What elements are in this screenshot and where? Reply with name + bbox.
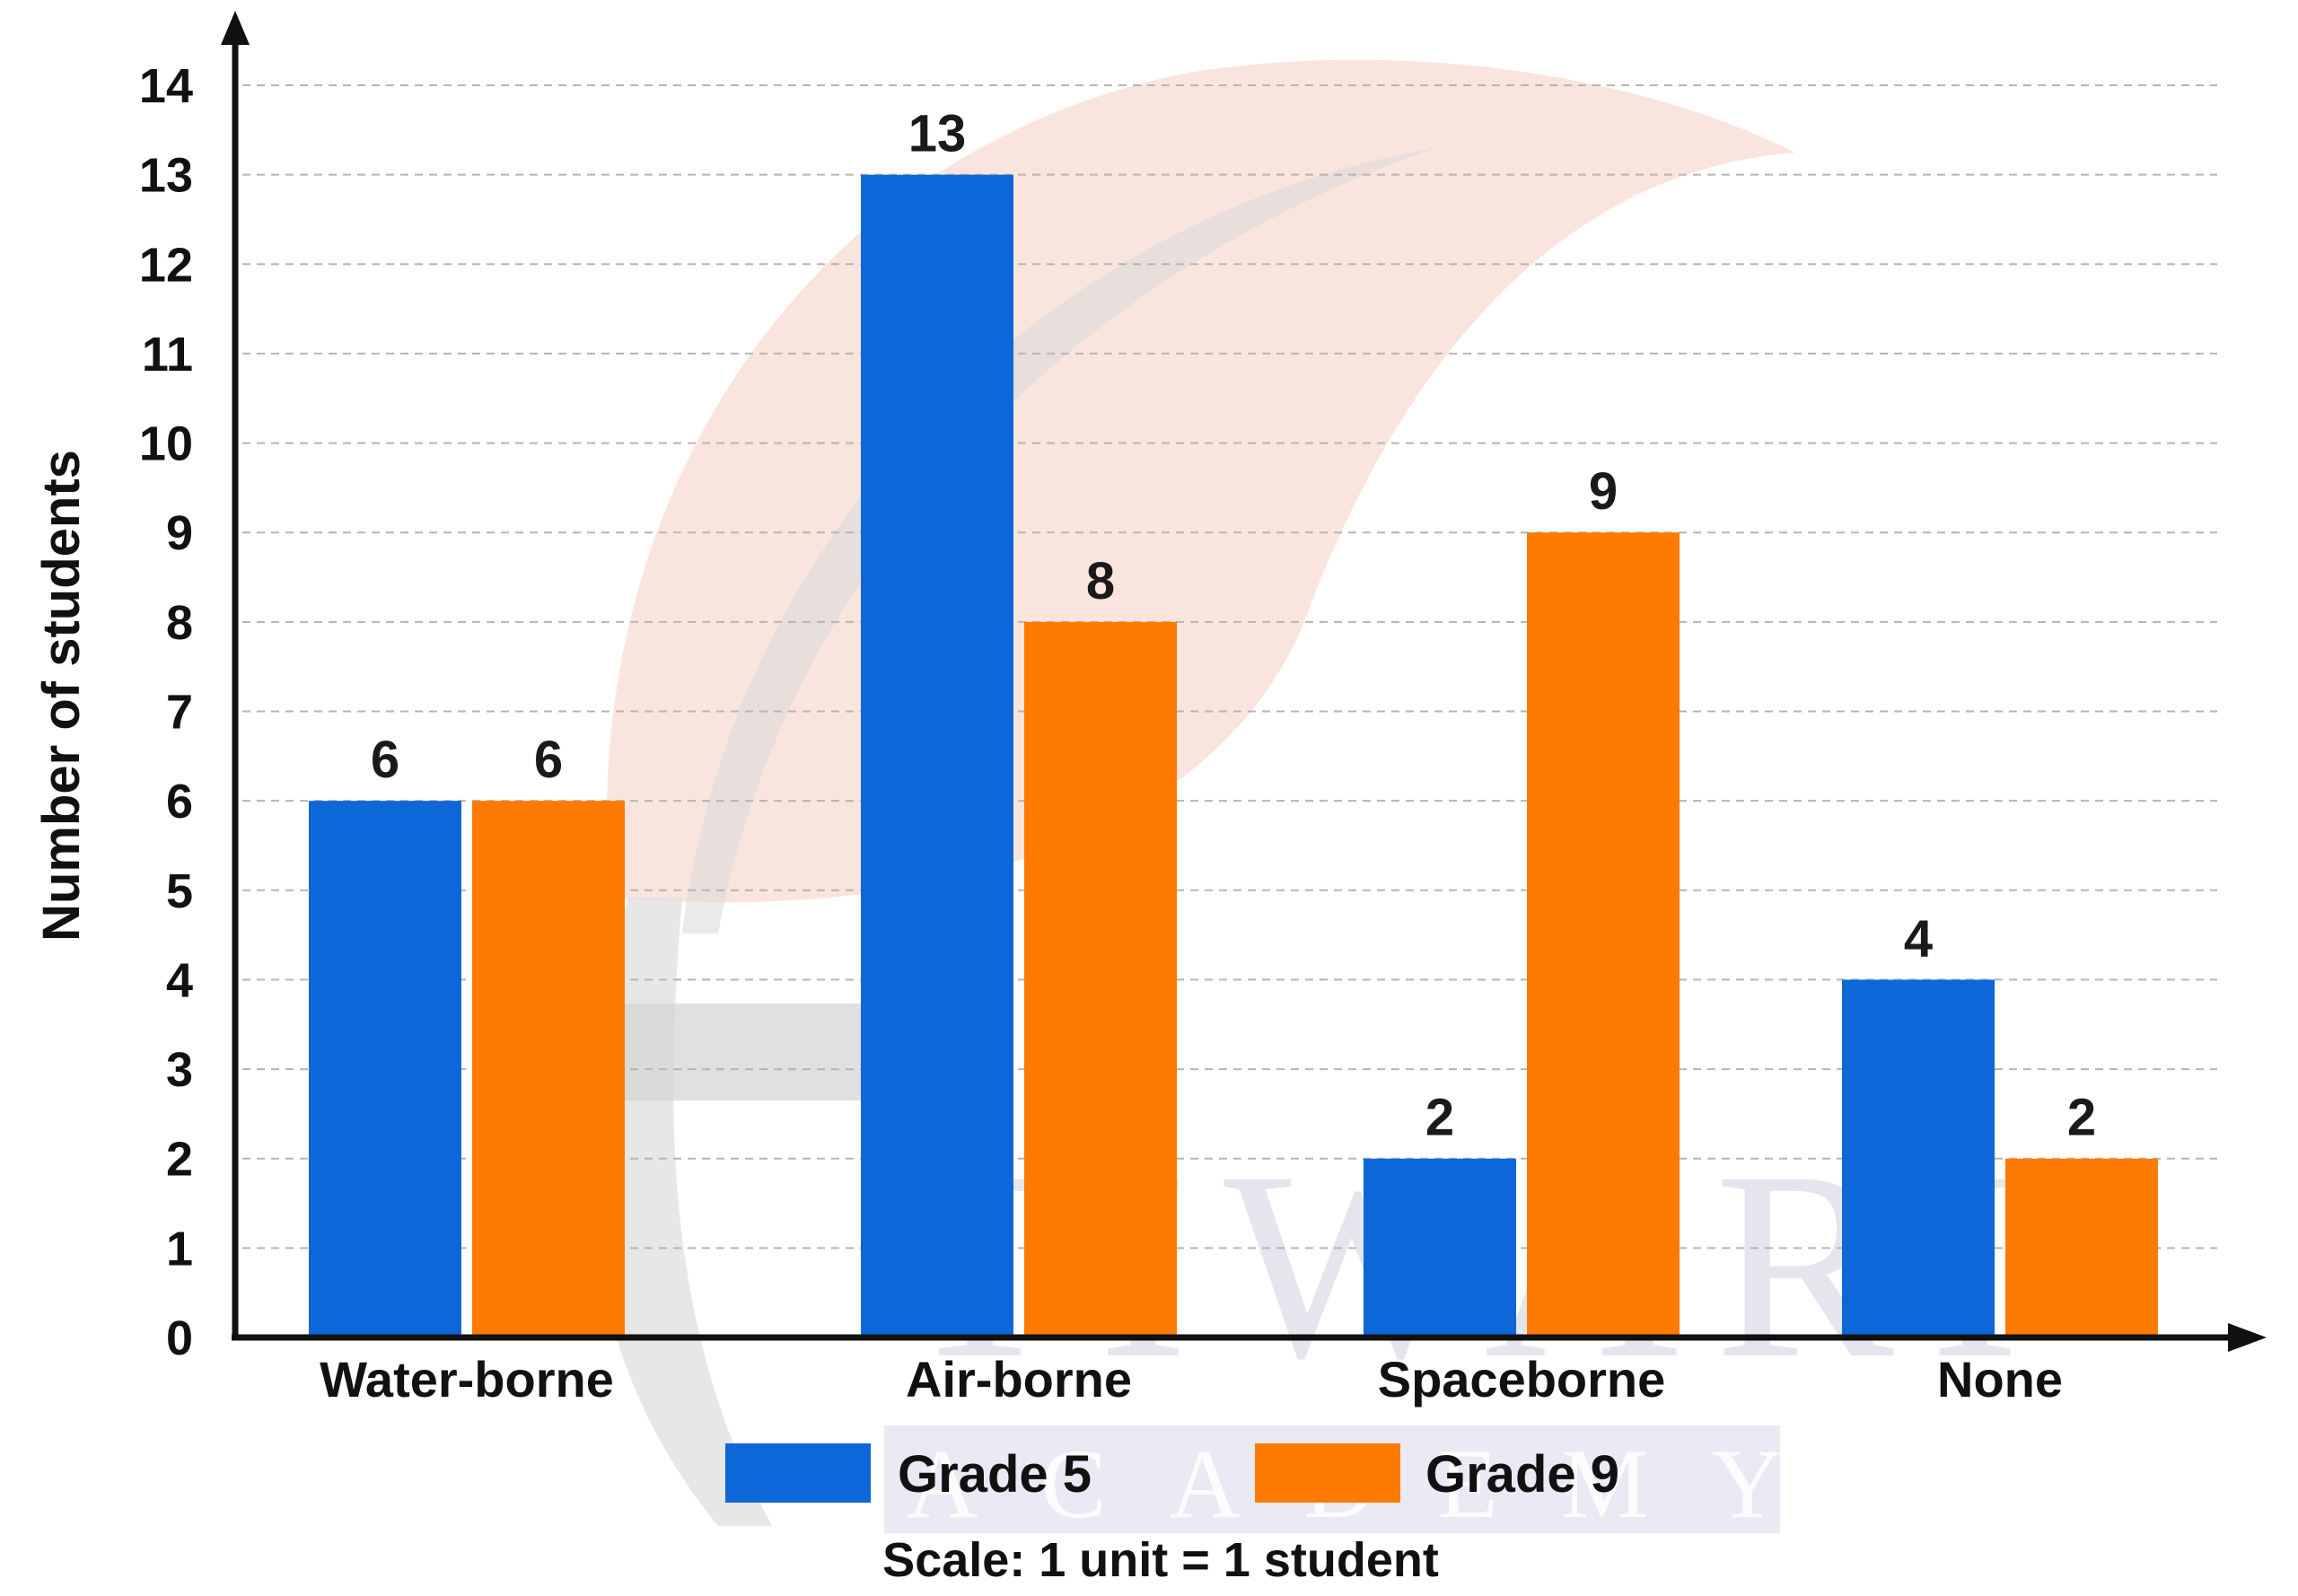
x-axis-arrowhead bbox=[2228, 1323, 2267, 1352]
bar-air-borne-series-1 bbox=[861, 174, 1013, 1335]
bar-air-borne-series-2 bbox=[1024, 621, 1177, 1335]
data-label: 4 bbox=[1904, 909, 1933, 968]
axes bbox=[221, 11, 2267, 1352]
data-label: 9 bbox=[1589, 462, 1618, 521]
data-label: 6 bbox=[371, 731, 399, 789]
y-tick-label: 4 bbox=[166, 953, 193, 1007]
legend-swatch-grade-9 bbox=[1255, 1443, 1400, 1503]
y-tick-label: 11 bbox=[142, 328, 193, 381]
data-label: 2 bbox=[2067, 1089, 2096, 1147]
bar-none-series-1 bbox=[1842, 979, 1995, 1335]
y-tick-label: 2 bbox=[166, 1133, 193, 1187]
bars bbox=[309, 174, 2158, 1335]
legend: Grade 5 Grade 9 bbox=[725, 1443, 1619, 1504]
legend-label-grade-9: Grade 9 bbox=[1425, 1445, 1619, 1504]
bar-none-series-2 bbox=[2005, 1158, 2158, 1335]
y-tick-label: 6 bbox=[166, 775, 193, 829]
y-tick-label: 10 bbox=[139, 417, 193, 471]
y-tick-label: 0 bbox=[166, 1311, 193, 1365]
y-axis-arrowhead bbox=[221, 11, 250, 45]
x-tick-label: Water-borne bbox=[320, 1351, 614, 1407]
y-axis-label: Number of students bbox=[32, 450, 91, 942]
bar-water-borne-series-2 bbox=[472, 801, 625, 1335]
data-label: 6 bbox=[534, 731, 563, 789]
y-tick-label: 13 bbox=[139, 149, 193, 203]
y-tick-label: 7 bbox=[166, 686, 193, 740]
y-tick-label: 9 bbox=[166, 506, 193, 560]
x-tick-label: Air-borne bbox=[906, 1351, 1132, 1407]
y-tick-label: 12 bbox=[139, 238, 193, 292]
legend-label-grade-5: Grade 5 bbox=[898, 1445, 1092, 1504]
y-tick-label: 5 bbox=[166, 864, 193, 918]
x-tick-label: None bbox=[1937, 1351, 2063, 1407]
y-tick-label: 8 bbox=[166, 596, 193, 650]
data-label: 2 bbox=[1425, 1089, 1454, 1147]
data-labels: 6 6 13 8 2 9 4 2 bbox=[371, 105, 2096, 1147]
x-tick-label: Spaceborne bbox=[1378, 1351, 1666, 1407]
bar-water-borne-series-1 bbox=[309, 801, 461, 1335]
legend-swatch-grade-5 bbox=[725, 1443, 871, 1503]
watermark-swoosh bbox=[682, 148, 1436, 934]
y-tick-label: 1 bbox=[166, 1222, 193, 1276]
watermark-logo: TIWARI ACADEMY bbox=[498, 59, 2020, 1539]
y-tick-label: 3 bbox=[166, 1043, 193, 1097]
data-label: 8 bbox=[1086, 552, 1115, 610]
data-label: 13 bbox=[908, 105, 967, 163]
bar-spaceborne-series-2 bbox=[1527, 532, 1680, 1335]
x-tick-labels: Water-borne Air-borne Spaceborne None bbox=[320, 1351, 2063, 1407]
bar-spaceborne-series-1 bbox=[1364, 1158, 1516, 1335]
scale-note: Scale: 1 unit = 1 student bbox=[882, 1533, 1439, 1587]
y-tick-label: 14 bbox=[139, 59, 193, 113]
